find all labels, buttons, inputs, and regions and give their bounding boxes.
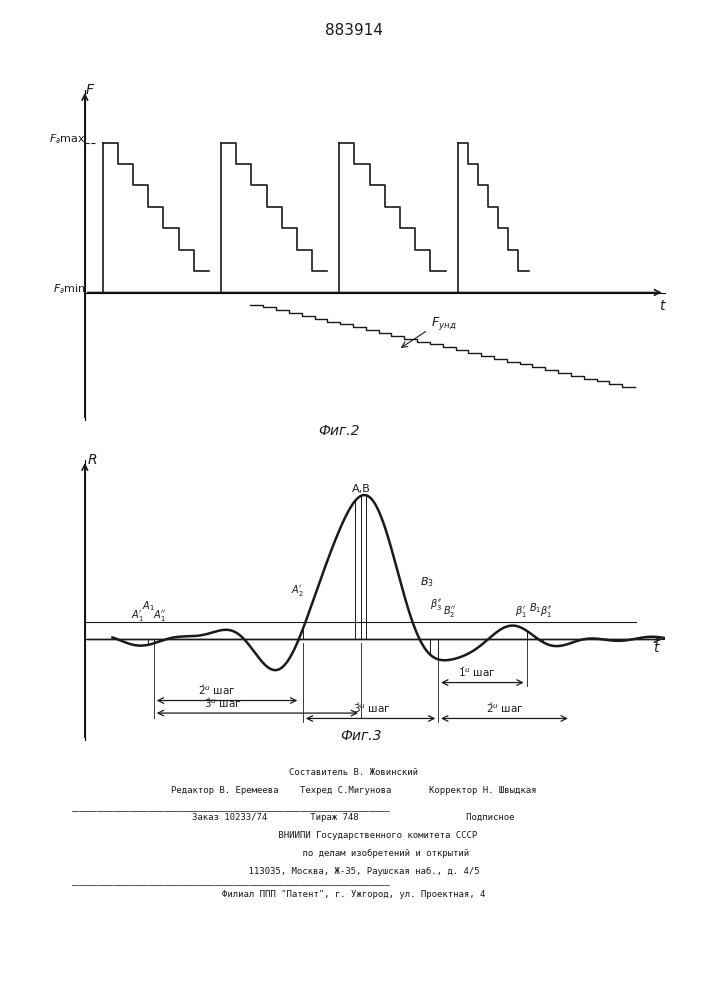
Text: $A_2'$: $A_2'$ <box>291 583 304 598</box>
Text: $3^{\check{u}}$ шаг: $3^{\check{u}}$ шаг <box>204 695 242 710</box>
Text: $A_1^{\prime\prime}$: $A_1^{\prime\prime}$ <box>153 608 166 623</box>
Text: $B_1$: $B_1$ <box>529 601 541 615</box>
Text: $\beta_1^{\prime\prime}$: $\beta_1^{\prime\prime}$ <box>539 604 552 619</box>
Text: ВНИИПИ Государственного комитета СССР: ВНИИПИ Государственного комитета СССР <box>230 831 477 840</box>
Text: $\beta_1'$: $\beta_1'$ <box>515 604 527 619</box>
Text: $1^{\check{u}}$ шаг: $1^{\check{u}}$ шаг <box>458 665 496 679</box>
Text: $B_2^{\prime\prime}$: $B_2^{\prime\prime}$ <box>443 604 456 619</box>
Text: $F_{\partial}$min: $F_{\partial}$min <box>53 282 86 296</box>
Text: Редактор В. Еремеева    Техред С.Мигунова       Корректор Н. Швыдкая: Редактор В. Еремеева Техред С.Мигунова К… <box>171 786 536 795</box>
Text: t: t <box>659 300 664 314</box>
Text: Фиг.3: Фиг.3 <box>340 729 382 743</box>
Text: $A_1$: $A_1$ <box>142 599 155 613</box>
Text: ───────────────────────────────────────────────────────────────────────────: ────────────────────────────────────────… <box>71 883 390 889</box>
Text: $2^{\check{u}}$ шаг: $2^{\check{u}}$ шаг <box>486 701 523 715</box>
Text: Заказ 10233/74        Тираж 748                    Подписное: Заказ 10233/74 Тираж 748 Подписное <box>192 813 515 822</box>
Text: A,B: A,B <box>351 484 370 494</box>
Text: F: F <box>86 84 94 98</box>
Text: $B_3$: $B_3$ <box>420 576 434 589</box>
Text: $F_{унд}$: $F_{унд}$ <box>431 315 457 332</box>
Text: t: t <box>653 641 659 655</box>
Text: 113035, Москва, Ж-35, Раушская наб., д. 4/5: 113035, Москва, Ж-35, Раушская наб., д. … <box>227 867 480 876</box>
Text: $A_1'$: $A_1'$ <box>131 608 144 623</box>
Text: Филиал ППП "Патент", г. Ужгород, ул. Проектная, 4: Филиал ППП "Патент", г. Ужгород, ул. Про… <box>222 890 485 899</box>
Text: $3^{\check{u}}$ шаг: $3^{\check{u}}$ шаг <box>353 701 391 715</box>
Text: ───────────────────────────────────────────────────────────────────────────: ────────────────────────────────────────… <box>71 809 390 815</box>
Text: по делам изобретений и открытий: по делам изобретений и открытий <box>238 849 469 858</box>
Text: R: R <box>88 453 98 467</box>
Text: Составитель В. Жовинский: Составитель В. Жовинский <box>289 768 418 777</box>
Text: 883914: 883914 <box>325 23 382 38</box>
Text: $2^{\check{u}}$ шаг: $2^{\check{u}}$ шаг <box>199 683 236 697</box>
Text: $\beta_3^{\prime\prime}$: $\beta_3^{\prime\prime}$ <box>430 597 443 612</box>
Text: Фиг.2: Фиг.2 <box>318 424 360 438</box>
Text: $F_{\partial}$max: $F_{\partial}$max <box>49 132 86 146</box>
